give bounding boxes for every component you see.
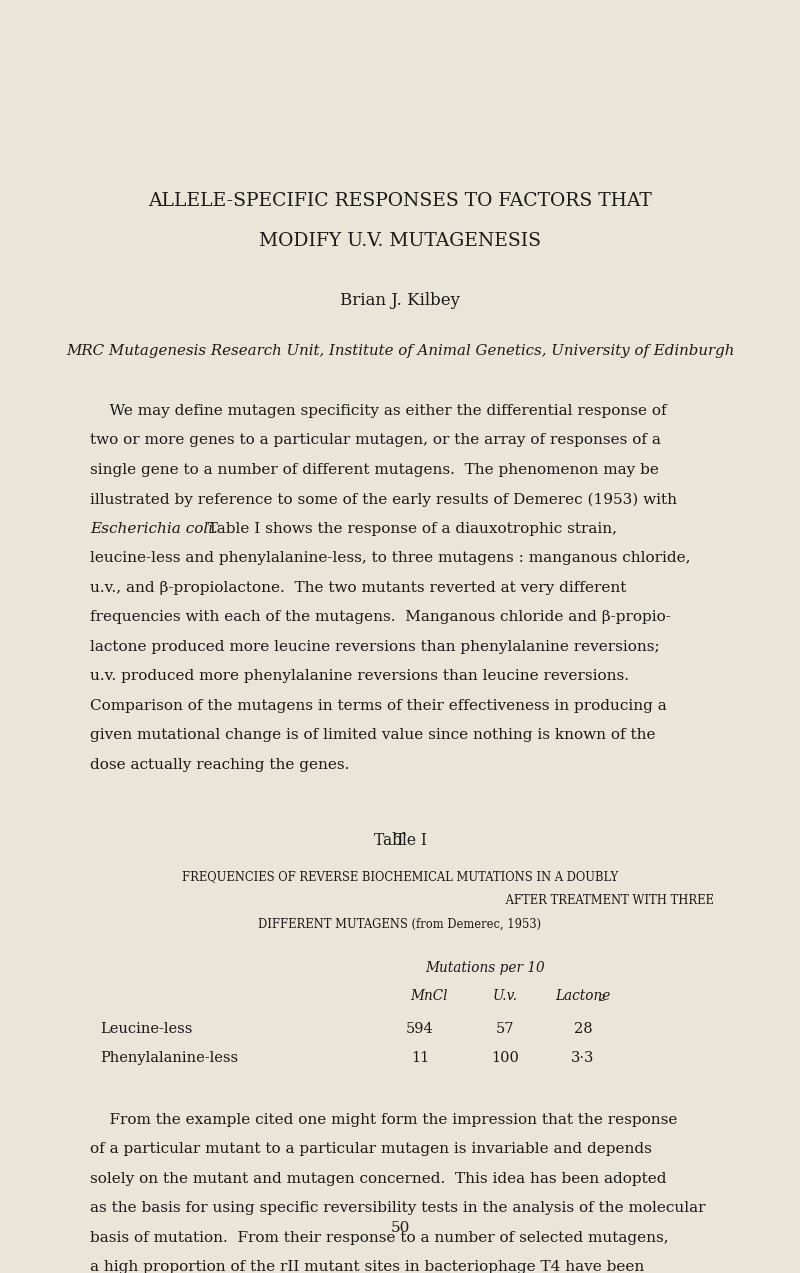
Text: 11: 11 bbox=[411, 1051, 429, 1066]
Text: u.v., and β-propiolactone.  The two mutants reverted at very different: u.v., and β-propiolactone. The two mutan… bbox=[90, 580, 626, 594]
Text: MnCl: MnCl bbox=[410, 989, 447, 1003]
Text: 2: 2 bbox=[598, 994, 605, 1003]
Text: basis of mutation.  From their response to a number of selected mutagens,: basis of mutation. From their response t… bbox=[90, 1231, 669, 1245]
Text: From the example cited one might form the impression that the response: From the example cited one might form th… bbox=[90, 1113, 678, 1127]
Text: Table I: Table I bbox=[374, 833, 426, 849]
Text: ALLELE-SPECIFIC RESPONSES TO FACTORS THAT: ALLELE-SPECIFIC RESPONSES TO FACTORS THA… bbox=[148, 192, 652, 210]
Text: 3·3: 3·3 bbox=[571, 1051, 594, 1066]
Text: MRC Mutagenesis Research Unit, Institute of Animal Genetics, University of Edinb: MRC Mutagenesis Research Unit, Institute… bbox=[66, 344, 734, 358]
Text: illustrated by reference to some of the early results of Demerec (1953) with: illustrated by reference to some of the … bbox=[90, 493, 677, 507]
Text: Comparison of the mutagens in terms of their effectiveness in producing a: Comparison of the mutagens in terms of t… bbox=[90, 699, 666, 713]
Text: given mutational change is of limited value since nothing is known of the: given mutational change is of limited va… bbox=[90, 728, 655, 742]
Text: frequencies with each of the mutagens.  Manganous chloride and β-propio-: frequencies with each of the mutagens. M… bbox=[90, 611, 671, 625]
Text: solely on the mutant and mutagen concerned.  This idea has been adopted: solely on the mutant and mutagen concern… bbox=[90, 1172, 666, 1186]
Text: dose actually reaching the genes.: dose actually reaching the genes. bbox=[90, 757, 350, 771]
Text: DIFFERENT MUTAGENS (from Demerec, 1953): DIFFERENT MUTAGENS (from Demerec, 1953) bbox=[258, 918, 542, 931]
Text: 50: 50 bbox=[390, 1221, 410, 1235]
Text: two or more genes to a particular mutagen, or the array of responses of a: two or more genes to a particular mutage… bbox=[90, 434, 661, 448]
Text: Lactone: Lactone bbox=[555, 989, 610, 1003]
Text: 100: 100 bbox=[491, 1051, 519, 1066]
Text: 594: 594 bbox=[406, 1022, 434, 1036]
Text: U.v.: U.v. bbox=[493, 989, 518, 1003]
Text: Escherichia coli.: Escherichia coli. bbox=[90, 522, 218, 536]
Text: We may define mutagen specificity as either the differential response of: We may define mutagen specificity as eit… bbox=[90, 404, 666, 418]
Text: Phenylalanine-less: Phenylalanine-less bbox=[100, 1051, 238, 1066]
Text: u.v. produced more phenylalanine reversions than leucine reversions.: u.v. produced more phenylalanine reversi… bbox=[90, 670, 629, 684]
Text: T: T bbox=[394, 833, 406, 849]
Text: as the basis for using specific reversibility tests in the analysis of the molec: as the basis for using specific reversib… bbox=[90, 1202, 706, 1216]
Text: Mutations per 10: Mutations per 10 bbox=[425, 961, 545, 975]
Text: lactone produced more leucine reversions than phenylalanine reversions;: lactone produced more leucine reversions… bbox=[90, 640, 660, 654]
Text: FREQUENCIES OF REVERSE BIOCHEMICAL MUTATIONS IN A DOUBLY: FREQUENCIES OF REVERSE BIOCHEMICAL MUTAT… bbox=[182, 871, 618, 883]
Text: of a particular mutant to a particular mutagen is invariable and depends: of a particular mutant to a particular m… bbox=[90, 1142, 652, 1156]
Text: single gene to a number of different mutagens.  The phenomenon may be: single gene to a number of different mut… bbox=[90, 463, 659, 477]
Text: Brian J. Kilbey: Brian J. Kilbey bbox=[340, 292, 460, 309]
Text: Table I shows the response of a diauxotrophic strain,: Table I shows the response of a diauxotr… bbox=[198, 522, 617, 536]
Text: leucine-less and phenylalanine-less, to three mutagens : manganous chloride,: leucine-less and phenylalanine-less, to … bbox=[90, 551, 690, 565]
Text: 28: 28 bbox=[574, 1022, 592, 1036]
Text: AFTER TREATMENT WITH THREE: AFTER TREATMENT WITH THREE bbox=[502, 894, 714, 906]
Text: 57: 57 bbox=[496, 1022, 514, 1036]
Text: a high proportion of the rII mutant sites in bacteriophage T4 have been: a high proportion of the rII mutant site… bbox=[90, 1260, 644, 1273]
Text: Leucine-less: Leucine-less bbox=[100, 1022, 192, 1036]
Text: MODIFY U.V. MUTAGENESIS: MODIFY U.V. MUTAGENESIS bbox=[259, 232, 541, 250]
